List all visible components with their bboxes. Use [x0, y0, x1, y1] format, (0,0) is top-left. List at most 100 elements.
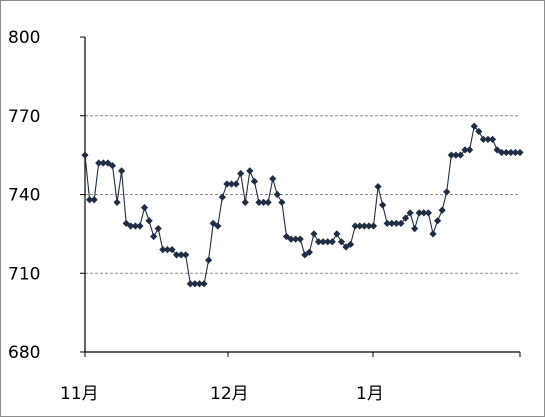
data-point [186, 280, 194, 288]
data-point [475, 127, 483, 136]
y-tick-label: 680 [8, 343, 40, 363]
data-point [163, 246, 172, 254]
data-point [328, 238, 336, 246]
data-point [172, 251, 181, 259]
data-point [456, 151, 465, 159]
data-point [159, 246, 167, 254]
y-tick-label: 770 [8, 107, 40, 127]
data-point [351, 222, 359, 230]
data-point [507, 148, 515, 157]
data-point [127, 222, 135, 230]
data-point [140, 204, 149, 212]
data-point [516, 148, 524, 157]
data-point [374, 183, 382, 191]
data-point [305, 248, 313, 256]
data-point [241, 198, 249, 206]
data-point [429, 230, 437, 238]
data-point [218, 193, 226, 201]
data-point [269, 175, 277, 183]
data-point [319, 238, 327, 246]
data-point [479, 135, 487, 143]
data-point [200, 280, 208, 288]
data-point [195, 280, 204, 288]
data-point [209, 219, 217, 227]
data-point [356, 222, 364, 230]
data-point [90, 196, 98, 204]
data-point [433, 217, 442, 225]
data-point [237, 169, 245, 178]
data-point [282, 232, 291, 241]
data-point [466, 146, 474, 154]
data-point [131, 222, 139, 230]
data-point [292, 235, 300, 243]
data-point [182, 251, 190, 259]
data-point [95, 159, 103, 167]
data-point [498, 148, 506, 157]
data-point [484, 135, 492, 143]
data-point [461, 146, 469, 154]
data-point [511, 148, 520, 157]
data-point [337, 238, 346, 246]
data-point [392, 219, 400, 227]
data-point [81, 151, 89, 159]
data-point [177, 251, 185, 259]
data-point [424, 209, 433, 217]
data-point [365, 222, 373, 230]
x-tick-label: 1月 [356, 384, 384, 404]
data-point [287, 235, 295, 243]
data-point [452, 151, 460, 159]
data-point [273, 190, 281, 199]
data-point [227, 180, 236, 188]
data-point [342, 243, 350, 251]
data-point [250, 177, 259, 185]
data-point [443, 188, 451, 196]
data-point [205, 256, 213, 264]
data-point [502, 148, 510, 157]
data-point [346, 240, 355, 248]
tick-labels: 680 710 740 770 800 11月 12月 1月 [8, 28, 384, 404]
data-point [333, 230, 341, 238]
data-point [118, 167, 126, 175]
data-point [383, 219, 391, 227]
data-point [488, 135, 497, 143]
data-point [99, 159, 107, 167]
data-point [264, 198, 272, 206]
data-point [301, 251, 309, 259]
gridlines [85, 115, 520, 274]
data-point [113, 198, 121, 206]
data-point [447, 151, 455, 159]
series-group [81, 122, 524, 288]
data-point [314, 238, 323, 246]
data-point [369, 222, 378, 230]
x-tick-label: 12月 [210, 384, 249, 404]
data-point [104, 159, 112, 167]
data-point [136, 222, 144, 230]
data-point [310, 230, 318, 238]
data-point [388, 219, 396, 227]
data-point [278, 198, 286, 206]
data-point [214, 222, 222, 230]
x-tick-label: 11月 [60, 384, 99, 404]
data-point [232, 180, 240, 188]
data-point [191, 280, 199, 288]
data-point [246, 167, 254, 175]
data-point [259, 198, 268, 206]
data-point [223, 180, 231, 188]
data-point [493, 146, 501, 154]
data-point [296, 235, 304, 243]
data-point [420, 209, 428, 217]
data-point [438, 206, 446, 214]
data-point [154, 225, 162, 233]
data-point [406, 209, 414, 217]
data-point [411, 225, 419, 233]
data-point [108, 162, 117, 170]
y-tick-label: 710 [8, 264, 40, 284]
data-point [85, 196, 94, 204]
data-point [122, 219, 130, 227]
data-point [397, 219, 405, 227]
data-point [360, 222, 368, 230]
data-point [379, 201, 387, 209]
data-point [145, 217, 153, 225]
